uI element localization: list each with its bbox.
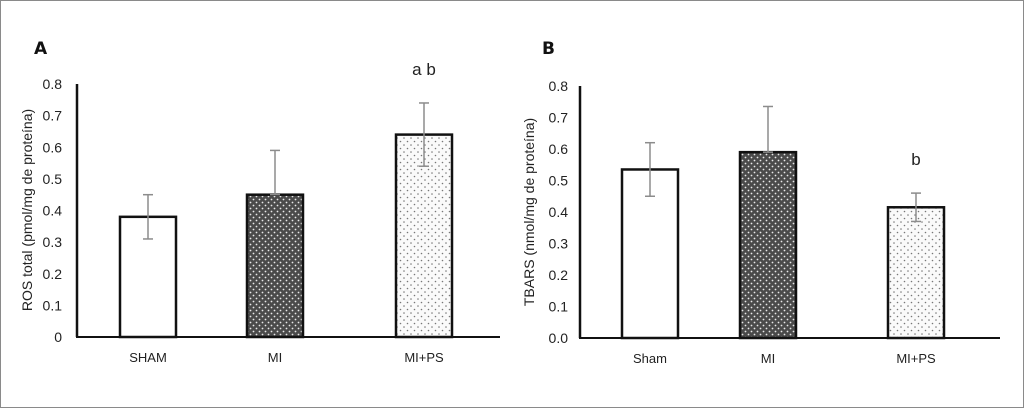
- panel-label-b: B: [542, 39, 555, 59]
- y-tick-label: 0.7: [43, 108, 63, 124]
- panel-label-a: A: [34, 39, 48, 59]
- bars-a: [118, 102, 454, 339]
- y-tick-label: 0.2: [43, 266, 63, 282]
- bar-mi-ps: [394, 133, 454, 339]
- y-ticks-b: 0.0 0.1 0.2 0.3 0.4 0.5 0.6 0.7 0.8: [549, 78, 569, 346]
- annotation-b: b: [911, 150, 920, 169]
- annotation-a: a b: [412, 60, 436, 79]
- y-tick-label: 0.8: [43, 76, 63, 92]
- category-label: MI: [268, 350, 282, 365]
- error-bar: [911, 192, 921, 223]
- category-label: SHAM: [129, 350, 167, 365]
- y-tick-label: 0.7: [549, 110, 569, 126]
- y-tick-label: 0.6: [43, 139, 63, 155]
- error-bar: [270, 149, 280, 196]
- bar-mi: [245, 193, 305, 339]
- categories-b: Sham MI MI+PS: [633, 351, 936, 366]
- y-axis-label-a: ROS total (pmol/mg de proteína): [19, 109, 35, 311]
- y-tick-label: 0.4: [549, 204, 569, 220]
- error-bar: [419, 102, 429, 167]
- y-tick-label: 0.0: [549, 330, 569, 346]
- y-tick-label: 0: [54, 329, 62, 345]
- category-label: MI+PS: [896, 351, 936, 366]
- bar-mi: [738, 150, 798, 340]
- y-tick-label: 0.1: [549, 299, 569, 315]
- categories-a: SHAM MI MI+PS: [129, 350, 444, 365]
- y-tick-label: 0.4: [43, 203, 63, 219]
- y-tick-label: 0.5: [549, 173, 569, 189]
- category-label: Sham: [633, 351, 667, 366]
- y-tick-label: 0.2: [549, 267, 569, 283]
- y-tick-label: 0.8: [549, 78, 569, 94]
- error-bar: [143, 193, 153, 240]
- y-ticks-a: 0 0.1 0.2 0.3 0.4 0.5 0.6 0.7 0.8: [43, 76, 63, 345]
- error-bar: [763, 105, 773, 153]
- y-axis-label-b: TBARS (nmol/mg de proteína): [521, 118, 537, 306]
- y-tick-label: 0.3: [43, 234, 63, 250]
- category-label: MI: [761, 351, 775, 366]
- bar-mi-ps: [886, 206, 946, 340]
- y-tick-label: 0.3: [549, 236, 569, 252]
- bars-b: [620, 105, 946, 340]
- y-tick-label: 0.1: [43, 297, 63, 313]
- y-tick-label: 0.5: [43, 171, 63, 187]
- y-tick-label: 0.6: [549, 141, 569, 157]
- category-label: MI+PS: [404, 350, 444, 365]
- error-bar: [645, 141, 655, 197]
- chart-b: B TBARS (nmol/mg de proteína) 0.00.10.20…: [521, 39, 1000, 366]
- chart-a: A ROS total (pmol/mg de proteína) 0 0.1 0.…: [19, 39, 500, 365]
